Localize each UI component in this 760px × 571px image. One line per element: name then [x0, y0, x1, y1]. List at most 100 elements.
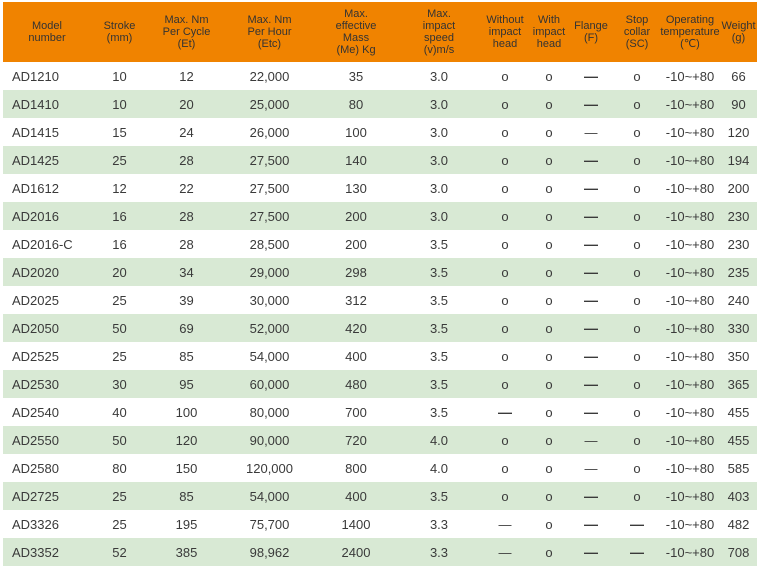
- cell-operating-temperature: -10~+80: [665, 460, 715, 476]
- cell-weight: 708: [727, 544, 750, 560]
- cell-weight: 585: [727, 460, 750, 476]
- cell-max-nm-per-cycle: 20: [179, 96, 194, 112]
- table-row: AD2016 16 28 27,500 200 3.0 o o — o -10~+80 230: [3, 202, 757, 230]
- table-body: AD1210 10 12 22,000 35 3.0 o o — o -10~+80 66 AD1410…: [3, 62, 757, 566]
- cell-flange: —: [584, 152, 598, 168]
- cell-operating-temperature: -10~+80: [665, 264, 715, 280]
- col-header-line: temperature: [660, 26, 720, 38]
- cell-max-nm-per-cycle: 69: [179, 320, 194, 336]
- cell-stroke: 15: [112, 124, 127, 140]
- cell-max-impact-speed: 3.5: [429, 320, 449, 336]
- cell-max-nm-per-hour: 60,000: [249, 376, 290, 392]
- cell-max-nm-per-hour: 120,000: [246, 460, 293, 476]
- cell-stop-collar: o: [633, 264, 641, 280]
- cell-weight: 365: [727, 376, 750, 392]
- cell-with-impact-head: o: [545, 320, 553, 336]
- cell-with-impact-head: o: [545, 208, 553, 224]
- cell-stop-collar: o: [633, 404, 641, 420]
- cell-with-impact-head: o: [545, 68, 553, 84]
- cell-operating-temperature: -10~+80: [665, 488, 715, 504]
- cell-with-impact-head: o: [545, 460, 553, 476]
- col-header-line: (mm): [106, 32, 133, 44]
- cell-weight: 120: [727, 124, 750, 140]
- cell-stroke: 52: [112, 544, 127, 560]
- col-header-line: (Et): [177, 38, 196, 50]
- col-header-model-number: Model number: [3, 2, 91, 62]
- cell-stop-collar: o: [633, 208, 641, 224]
- col-header-line: (Etc): [257, 38, 282, 50]
- cell-max-nm-per-hour: 52,000: [249, 320, 290, 336]
- table-row: AD1415 15 24 26,000 100 3.0 o o — o -10~+80 120: [3, 118, 757, 146]
- cell-model-number: AD1210: [12, 68, 59, 84]
- cell-max-effective-mass: 480: [345, 376, 367, 392]
- col-header-line: number: [28, 32, 66, 44]
- cell-stroke: 30: [112, 376, 127, 392]
- col-header-operating-temperature: Operating temperature (℃): [660, 2, 720, 62]
- col-header-weight: Weight (g): [720, 2, 757, 62]
- cell-operating-temperature: -10~+80: [665, 180, 715, 196]
- cell-max-effective-mass: 720: [345, 432, 367, 448]
- col-header-max-nm-per-hour: Max. Nm Per Hour (Etc): [225, 2, 314, 62]
- cell-max-effective-mass: 2400: [341, 544, 371, 560]
- cell-operating-temperature: -10~+80: [665, 68, 715, 84]
- cell-without-impact-head: —: [498, 404, 512, 420]
- cell-max-impact-speed: 4.0: [429, 460, 449, 476]
- col-header-line: impact: [422, 20, 456, 32]
- col-header-line: Per Cycle: [162, 26, 211, 38]
- col-header-line: speed: [424, 32, 454, 44]
- cell-max-nm-per-cycle: 120: [175, 432, 198, 448]
- col-header-without-impact-head: Without impact head: [480, 2, 530, 62]
- cell-weight: 194: [727, 152, 750, 168]
- cell-max-impact-speed: 3.0: [429, 180, 449, 196]
- table-row: AD1210 10 12 22,000 35 3.0 o o — o -10~+80 66: [3, 62, 757, 90]
- cell-without-impact-head: o: [501, 432, 509, 448]
- cell-max-effective-mass: 700: [345, 404, 367, 420]
- cell-stroke: 10: [112, 96, 127, 112]
- cell-model-number: AD2525: [12, 348, 59, 364]
- cell-max-nm-per-hour: 30,000: [249, 292, 290, 308]
- col-header-line: Max. Nm: [247, 14, 292, 26]
- cell-max-nm-per-cycle: 85: [179, 348, 194, 364]
- cell-without-impact-head: o: [501, 180, 509, 196]
- cell-weight: 350: [727, 348, 750, 364]
- cell-stroke: 20: [112, 264, 127, 280]
- cell-weight: 330: [727, 320, 750, 336]
- cell-without-impact-head: o: [501, 124, 509, 140]
- cell-with-impact-head: o: [545, 180, 553, 196]
- cell-without-impact-head: o: [501, 152, 509, 168]
- col-header-max-impact-speed: Max. impact speed (v)m/s: [398, 2, 480, 62]
- table-row: AD2525 25 85 54,000 400 3.5 o o — o -10~+80 350: [3, 342, 757, 370]
- cell-with-impact-head: o: [545, 292, 553, 308]
- cell-max-effective-mass: 400: [345, 348, 367, 364]
- cell-max-nm-per-cycle: 34: [179, 264, 194, 280]
- cell-stroke: 16: [112, 208, 127, 224]
- col-header-line: Max. Nm: [164, 14, 209, 26]
- cell-flange: —: [584, 488, 598, 504]
- cell-max-impact-speed: 3.0: [429, 124, 449, 140]
- cell-with-impact-head: o: [545, 516, 553, 532]
- cell-flange: —: [584, 236, 598, 252]
- cell-max-nm-per-hour: 28,500: [249, 236, 290, 252]
- cell-stroke: 12: [112, 180, 127, 196]
- cell-stop-collar: o: [633, 488, 641, 504]
- cell-operating-temperature: -10~+80: [665, 320, 715, 336]
- cell-max-nm-per-hour: 22,000: [249, 68, 290, 84]
- cell-weight: 240: [727, 292, 750, 308]
- cell-model-number: AD1415: [12, 124, 59, 140]
- cell-max-effective-mass: 130: [345, 180, 367, 196]
- cell-flange: —: [584, 264, 598, 280]
- cell-operating-temperature: -10~+80: [665, 208, 715, 224]
- table-row: AD2725 25 85 54,000 400 3.5 o o — o -10~+80 403: [3, 482, 757, 510]
- col-header-line: Stop: [625, 14, 649, 26]
- cell-max-effective-mass: 35: [348, 68, 364, 84]
- cell-stop-collar: o: [633, 96, 641, 112]
- col-header-line: collar: [623, 26, 651, 38]
- cell-max-nm-per-cycle: 39: [179, 292, 194, 308]
- cell-max-nm-per-hour: 25,000: [249, 96, 290, 112]
- cell-operating-temperature: -10~+80: [665, 404, 715, 420]
- col-header-line: Max.: [344, 8, 368, 20]
- cell-max-impact-speed: 3.3: [429, 516, 449, 532]
- table-row: AD2025 25 39 30,000 312 3.5 o o — o -10~+80 240: [3, 286, 757, 314]
- cell-stop-collar: o: [633, 432, 641, 448]
- table-row: AD1425 25 28 27,500 140 3.0 o o — o -10~+80 194: [3, 146, 757, 174]
